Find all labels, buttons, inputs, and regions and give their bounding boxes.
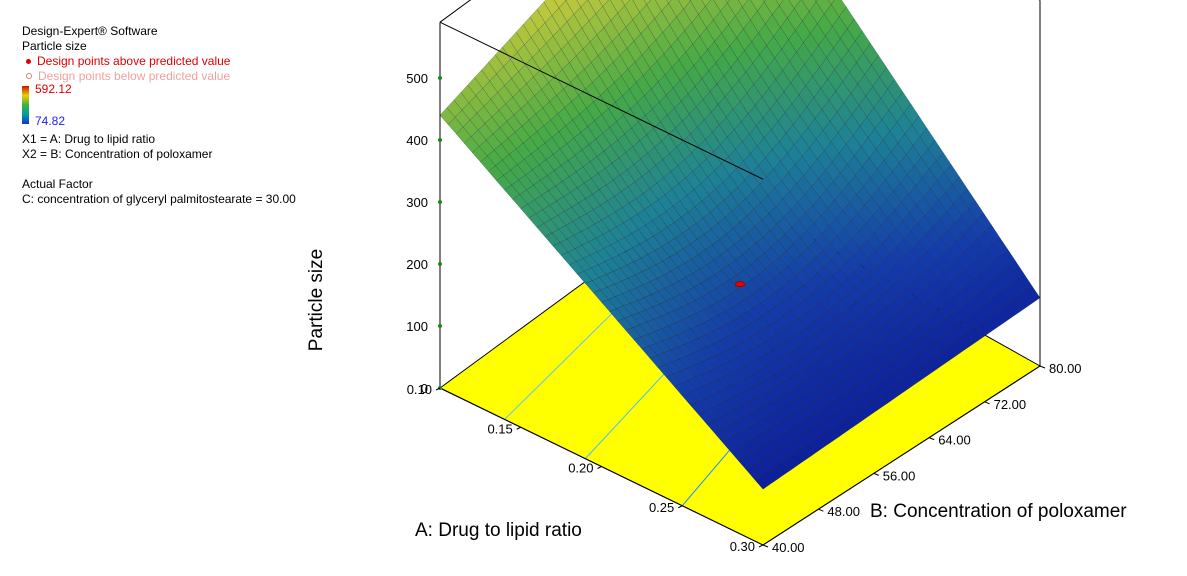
factor-x1: X1 = A: Drug to lipid ratio <box>22 132 156 146</box>
surface-facet <box>754 475 771 490</box>
y-tick-mark <box>762 544 769 548</box>
y-axis-label: B: Concentration of poloxamer <box>870 501 1127 522</box>
y-tick-mark <box>818 508 824 512</box>
response-name: Particle size <box>22 39 87 53</box>
z-tick-mark <box>438 200 442 204</box>
legend-above-row: Design points above predicted value <box>22 54 296 69</box>
surface-facet <box>666 0 672 4</box>
red-dot-icon <box>26 58 31 64</box>
legend: Design-Expert® Software Particle size De… <box>22 24 296 207</box>
y-tick-label: 40.00 <box>772 540 805 555</box>
color-scale-max: 592.12 <box>35 82 72 96</box>
box-edge-front-2 <box>762 365 1041 546</box>
y-tick-mark <box>873 472 879 476</box>
z-axis-label: Particle size <box>306 249 327 351</box>
factor-x2: X2 = B: Concentration of poloxamer <box>22 147 213 161</box>
z-tick-label: 400 <box>406 133 428 148</box>
z-tick-label: 0 <box>421 381 428 396</box>
z-tick-mark <box>438 324 442 328</box>
design-point <box>734 281 746 288</box>
y-tick-label: 72.00 <box>994 397 1027 412</box>
x-tick-mark <box>678 505 683 509</box>
software-name: Design-Expert® Software <box>22 24 158 38</box>
y-tick-label: 56.00 <box>883 468 916 483</box>
actual-factor-value: C: concentration of glyceryl palmitostea… <box>22 192 296 206</box>
hollow-dot-icon <box>26 73 32 80</box>
z-tick-mark <box>438 76 442 80</box>
surface-facet <box>762 0 767 3</box>
z-tick-mark <box>438 262 442 266</box>
x-tick-mark <box>516 426 521 430</box>
z-tick-label: 200 <box>406 257 428 272</box>
color-scale-bar <box>22 86 29 124</box>
x-tick-label: 0.10 <box>407 382 432 397</box>
color-scale-min: 74.82 <box>35 114 66 128</box>
legend-below-label: Design points below predicted value <box>38 69 231 83</box>
legend-below-row: Design points below predicted value <box>22 69 296 84</box>
y-tick-mark <box>929 437 935 441</box>
y-tick-label: 80.00 <box>1049 361 1082 376</box>
surface-facet <box>814 0 818 3</box>
x-tick-label: 0.25 <box>649 500 674 515</box>
x-tick-mark <box>435 387 441 391</box>
z-tick-label: 100 <box>406 319 428 334</box>
x-tick-mark <box>597 466 602 469</box>
box-edge-top <box>439 21 764 180</box>
legend-above-label: Design points above predicted value <box>37 54 231 68</box>
x-tick-label: 0.15 <box>487 421 512 436</box>
y-tick-mark <box>1039 365 1046 369</box>
x-axis-label: A: Drug to lipid ratio <box>415 520 582 541</box>
surface-facet <box>725 0 730 4</box>
z-tick-label: 500 <box>406 71 428 86</box>
x-tick-label: 0.30 <box>730 539 755 554</box>
x-tick-mark <box>758 544 764 548</box>
x-tick-label: 0.20 <box>568 461 593 476</box>
z-tick-label: 300 <box>406 195 428 210</box>
z-tick-mark <box>438 138 442 142</box>
y-tick-label: 48.00 <box>827 504 860 519</box>
actual-factor-heading: Actual Factor <box>22 177 93 191</box>
y-tick-label: 64.00 <box>938 433 971 448</box>
y-tick-mark <box>984 401 990 405</box>
